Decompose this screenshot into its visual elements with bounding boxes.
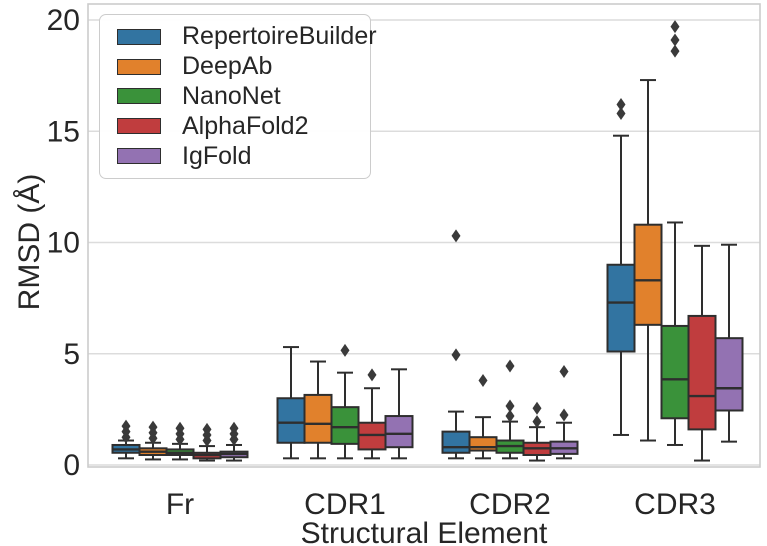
legend-item-label: IgFold [182, 141, 252, 170]
flier-icon [175, 421, 185, 435]
flier-icon [670, 20, 680, 34]
legend: RepertoireBuilder DeepAb NanoNet AlphaFold2… [99, 14, 377, 179]
y-tick-label: 15 [47, 115, 80, 148]
x-axis-label: Structural Element [300, 517, 548, 546]
box [660, 324, 690, 420]
legend-item-label: NanoNet [182, 81, 281, 110]
flier-icon [670, 44, 680, 58]
plot-border [87, 3, 761, 468]
y-tick-label: 0 [63, 449, 80, 482]
flier-icon [148, 420, 158, 434]
box [441, 430, 471, 454]
box [276, 397, 306, 444]
flier-icon [340, 343, 350, 357]
legend-swatch-icon [117, 58, 161, 75]
flier-icon [505, 359, 515, 373]
y-tick-label: 5 [63, 338, 80, 371]
legend-swatch-icon [117, 118, 161, 135]
x-tick-label: CDR2 [469, 488, 551, 521]
box [468, 436, 498, 452]
flier-icon [532, 415, 542, 429]
box [714, 337, 744, 412]
legend-item: AlphaFold2 [117, 111, 362, 140]
flier-icon [229, 421, 239, 435]
flier-icon [559, 408, 569, 422]
flier-icon [367, 368, 377, 382]
flier-icon [451, 229, 461, 243]
box [330, 406, 360, 445]
box [633, 223, 663, 326]
legend-item: IgFold [117, 141, 362, 170]
y-axis-label: RMSD (Å) [13, 173, 46, 311]
legend-item-label: AlphaFold2 [182, 111, 309, 140]
flier-icon [478, 373, 488, 387]
box [687, 314, 717, 431]
legend-swatch-icon [117, 88, 161, 105]
box [606, 263, 636, 353]
legend-item-label: RepertoireBuilder [182, 22, 377, 51]
x-tick-label: CDR3 [634, 488, 716, 521]
legend-item: RepertoireBuilder [117, 24, 377, 49]
x-tick-label: Fr [166, 488, 194, 521]
legend-swatch-icon [117, 148, 161, 165]
flier-icon [616, 98, 626, 112]
y-tick-label: 20 [47, 4, 80, 37]
flier-icon [505, 409, 515, 423]
legend-item: DeepAb [117, 54, 362, 79]
legend-item-label: DeepAb [182, 52, 273, 81]
legend-item: NanoNet [117, 81, 362, 110]
flier-icon [670, 33, 680, 47]
flier-icon [505, 399, 515, 413]
flier-icon [616, 106, 626, 120]
flier-icon [202, 422, 212, 436]
flier-icon [121, 419, 131, 433]
box [303, 393, 333, 444]
y-tick-label: 10 [47, 227, 80, 260]
legend-swatch-icon [117, 28, 161, 45]
flier-icon [532, 401, 542, 415]
box [384, 415, 414, 449]
flier-icon [559, 365, 569, 379]
flier-icon [451, 348, 461, 362]
x-tick-label: CDR1 [304, 488, 386, 521]
